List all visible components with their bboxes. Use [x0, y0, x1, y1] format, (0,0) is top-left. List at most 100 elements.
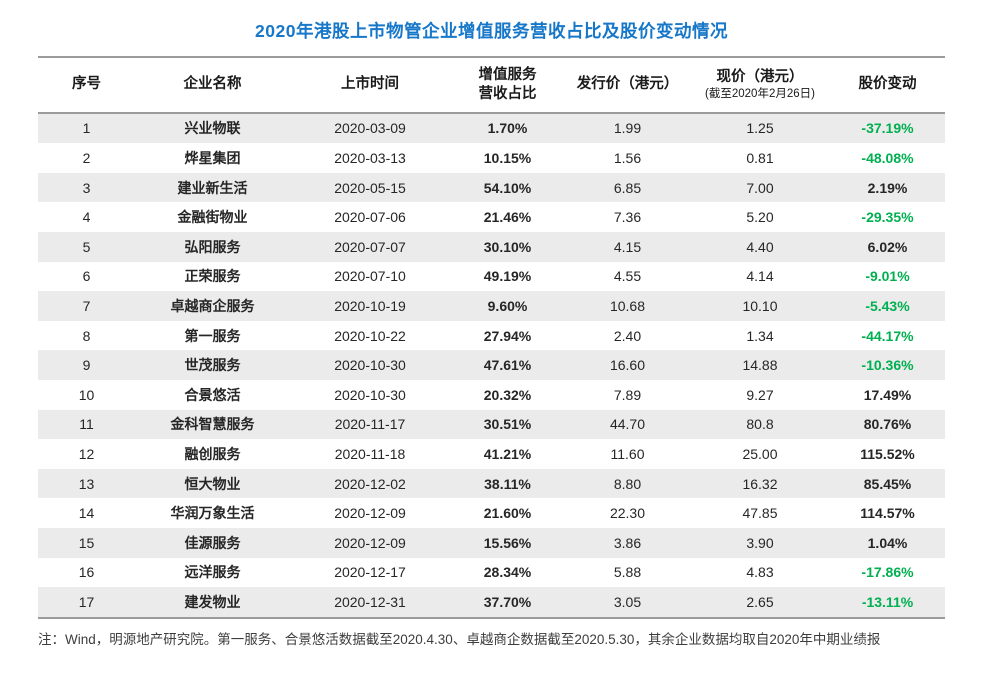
page-title: 2020年港股上市物管企业增值服务营收占比及股价变动情况 — [255, 21, 728, 41]
cell-company-name: 恒大物业 — [184, 475, 241, 492]
col-header-company-name: 企业名称 — [183, 76, 242, 93]
cell-index: 13 — [78, 475, 95, 492]
cell-price-change: -48.08% — [861, 150, 914, 167]
table-row: 7 卓越商企服务 2020-10-19 9.60% 10.68 10.10 -5.43% — [38, 291, 945, 321]
cell-listing-date: 2020-10-30 — [334, 357, 406, 374]
table-row: 5 弘阳服务 2020-07-07 30.10% 4.15 4.40 6.02% — [38, 232, 945, 262]
cell-price-change: 114.57% — [860, 505, 915, 522]
cell-current-price: 16.32 — [742, 475, 778, 492]
cell-company-name: 金科智慧服务 — [170, 416, 255, 433]
cell-index: 7 — [82, 298, 91, 315]
cell-price-change: -13.11% — [861, 593, 914, 610]
cell-index: 2 — [82, 150, 91, 167]
table-row: 9 世茂服务 2020-10-30 47.61% 16.60 14.88 -10.36% — [38, 350, 945, 381]
cell-current-price: 4.83 — [746, 564, 774, 581]
cell-company-name: 华润万象生活 — [170, 505, 255, 522]
cell-price-change: -10.36% — [861, 357, 914, 374]
col-header-current-price-asof: (截至2020年2月26日) — [705, 87, 815, 100]
cell-price-change: 115.52% — [860, 446, 915, 463]
table-body: 1 兴业物联 2020-03-09 1.70% 1.99 1.25 -37.19% 2 烨星集团… — [38, 112, 945, 618]
col-header-index: 序号 — [72, 76, 101, 93]
cell-current-price: 0.81 — [746, 150, 774, 167]
cell-company-name: 佳源服务 — [184, 534, 241, 551]
cell-vas-ratio: 47.61% — [483, 357, 532, 374]
cell-issue-price: 7.36 — [613, 209, 642, 226]
cell-price-change: 1.04% — [867, 534, 908, 551]
col-header-current-price: 现价（港元） (截至2020年2月26日) — [690, 57, 830, 113]
cell-price-change: -29.35% — [861, 209, 914, 226]
cell-current-price: 9.27 — [746, 386, 774, 403]
cell-index: 14 — [78, 505, 95, 522]
cell-company-name: 兴业物联 — [184, 120, 241, 137]
cell-index: 11 — [79, 416, 94, 433]
cell-vas-ratio: 28.34% — [483, 564, 532, 581]
cell-vas-ratio: 30.51% — [483, 416, 532, 433]
cell-current-price: 80.8 — [746, 416, 774, 433]
cell-company-name: 烨星集团 — [184, 150, 241, 167]
table-row: 10 合景悠活 2020-10-30 20.32% 7.89 9.27 17.49% — [38, 380, 945, 410]
cell-issue-price: 44.70 — [609, 416, 646, 433]
cell-listing-date: 2020-12-02 — [334, 475, 406, 492]
cell-issue-price: 2.40 — [613, 327, 642, 344]
col-header-price-change: 股价变动 — [858, 76, 917, 93]
cell-issue-price: 5.88 — [613, 564, 642, 581]
cell-vas-ratio: 20.32% — [483, 386, 532, 403]
table-row: 2 烨星集团 2020-03-13 10.15% 1.56 0.81 -48.08% — [38, 143, 945, 173]
cell-listing-date: 2020-11-17 — [334, 416, 406, 433]
cell-index: 3 — [82, 179, 91, 196]
cell-vas-ratio: 54.10% — [483, 179, 532, 196]
cell-current-price: 4.14 — [746, 268, 774, 285]
cell-current-price: 47.85 — [742, 505, 778, 522]
cell-issue-price: 3.05 — [613, 593, 642, 610]
cell-vas-ratio: 15.56% — [483, 534, 532, 551]
cell-listing-date: 2020-12-17 — [334, 564, 406, 581]
cell-index: 1 — [82, 120, 91, 137]
cell-company-name: 合景悠活 — [184, 386, 241, 403]
cell-price-change: -44.17% — [861, 327, 914, 344]
cell-company-name: 金融街物业 — [177, 209, 248, 226]
table-row: 8 第一服务 2020-10-22 27.94% 2.40 1.34 -44.17% — [38, 321, 945, 351]
table-row: 1 兴业物联 2020-03-09 1.70% 1.99 1.25 -37.19% — [38, 112, 945, 144]
cell-issue-price: 4.15 — [613, 238, 642, 255]
cell-company-name: 卓越商企服务 — [170, 298, 255, 315]
table-row: 17 建发物业 2020-12-31 37.70% 3.05 2.65 -13.11% — [38, 587, 945, 618]
cell-current-price: 1.34 — [746, 327, 774, 344]
cell-vas-ratio: 10.15% — [483, 150, 532, 167]
table-row: 14 华润万象生活 2020-12-09 21.60% 22.30 47.85 114.57… — [38, 498, 945, 528]
col-header-issue-price: 发行价（港元） — [576, 76, 679, 93]
cell-issue-price: 11.60 — [610, 446, 645, 463]
cell-issue-price: 6.85 — [613, 179, 642, 196]
cell-listing-date: 2020-10-22 — [334, 327, 406, 344]
cell-listing-date: 2020-10-19 — [334, 298, 406, 315]
cell-vas-ratio: 27.94% — [483, 327, 532, 344]
cell-listing-date: 2020-11-18 — [334, 446, 406, 463]
cell-index: 16 — [78, 564, 95, 581]
cell-issue-price: 8.80 — [613, 475, 642, 492]
cell-vas-ratio: 38.11% — [484, 475, 531, 492]
cell-price-change: -37.19% — [861, 120, 914, 137]
cell-company-name: 建业新生活 — [177, 179, 248, 196]
cell-current-price: 4.40 — [746, 238, 774, 255]
cell-current-price: 2.65 — [746, 593, 774, 610]
table-row: 4 金融街物业 2020-07-06 21.46% 7.36 5.20 -29.35% — [38, 202, 945, 232]
cell-issue-price: 3.86 — [613, 534, 642, 551]
cell-vas-ratio: 21.60% — [483, 505, 532, 522]
footnote: 注：Wind，明源地产研究院。第一服务、合景悠活数据截至2020.4.30、卓越… — [38, 631, 881, 647]
table-row: 13 恒大物业 2020-12-02 38.11% 8.80 16.32 85.45% — [38, 468, 945, 499]
col-header-current-price-label: 现价（港元） — [716, 68, 804, 85]
cell-listing-date: 2020-07-06 — [334, 209, 406, 226]
cell-issue-price: 4.55 — [613, 268, 642, 285]
cell-price-change: -17.86% — [861, 564, 914, 581]
cell-index: 5 — [82, 238, 91, 255]
cell-price-change: 85.45% — [863, 475, 912, 492]
cell-issue-price: 1.99 — [613, 120, 642, 137]
cell-price-change: -9.01% — [865, 268, 910, 285]
cell-vas-ratio: 21.46% — [483, 209, 532, 226]
cell-vas-ratio: 30.10% — [483, 238, 532, 255]
report-figure: 2020年港股上市物管企业增值服务营收占比及股价变动情况 序号 企业名称 上市时… — [38, 21, 945, 647]
cell-issue-price: 22.30 — [609, 505, 646, 522]
table-row: 3 建业新生活 2020-05-15 54.10% 6.85 7.00 2.19% — [38, 172, 945, 203]
cell-price-change: 2.19% — [867, 179, 908, 196]
cell-company-name: 正荣服务 — [184, 268, 241, 285]
cell-current-price: 1.25 — [746, 120, 774, 137]
